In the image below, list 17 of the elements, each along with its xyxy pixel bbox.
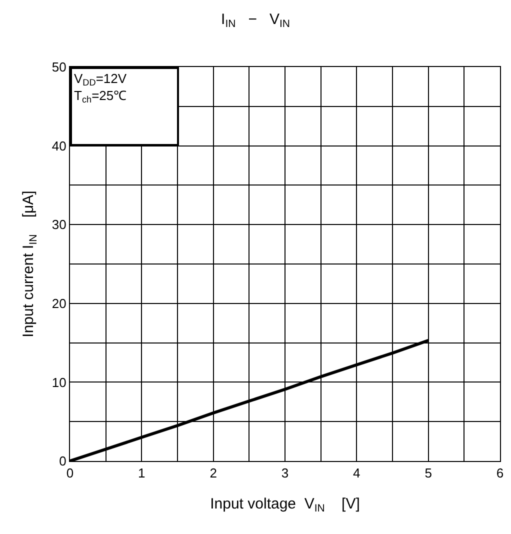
text: Input voltage V$_{IN}$ [V]	[210, 496, 360, 515]
y-tick-label: 40	[52, 138, 66, 154]
note-box: V$_{DD}$=12V T$_{ch}$=25℃	[70, 67, 179, 146]
y-tick-label: 10	[52, 374, 66, 390]
x-tick-label: 4	[353, 466, 360, 481]
x-tick-label: 6	[496, 466, 504, 481]
y-tick-label: 30	[52, 217, 66, 232]
y-tick-label: 20	[52, 296, 66, 311]
x-tick-label: 2	[210, 466, 217, 481]
y-tick-label: 0	[59, 454, 66, 469]
annotation: T$_{ch}$=25℃	[74, 88, 127, 105]
x-tick-label: 3	[281, 466, 289, 481]
y-tick-label: 50	[52, 60, 66, 75]
x-tick-label: 1	[138, 466, 146, 481]
annotation: V$_{DD}$=12V	[74, 71, 127, 88]
x-tick-label: 5	[424, 466, 432, 481]
chart-title: I$_{IN}$ − V$_{IN}$	[221, 10, 290, 30]
